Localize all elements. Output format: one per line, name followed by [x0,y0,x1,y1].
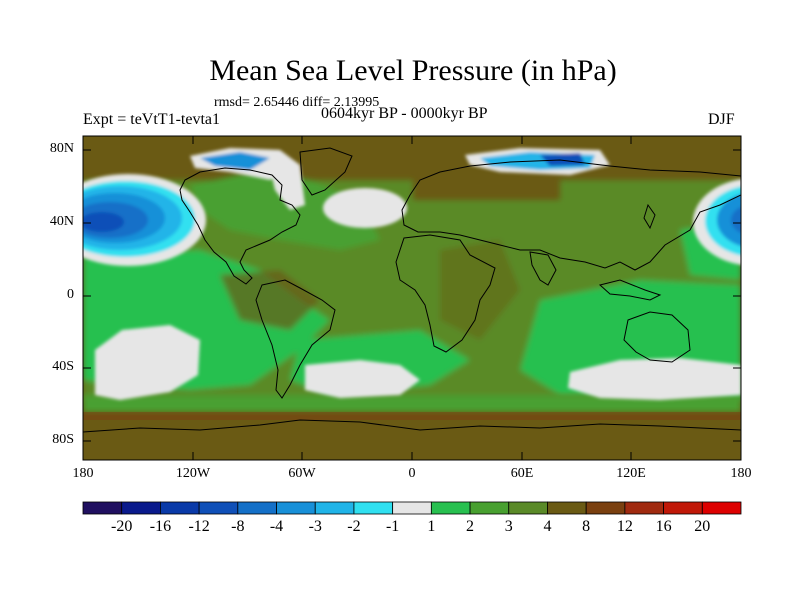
lat-label-80s: 80S [52,432,74,447]
colorbar-label: -16 [149,518,172,535]
lon-label-120e: 120E [616,466,646,481]
lon-label-60w: 60W [288,466,316,481]
colorbar-label: -8 [231,518,245,535]
season-label: DJF [708,111,735,128]
colorbar-swatch [121,501,161,515]
colorbar-swatch [547,501,587,515]
colorbar-label: -1 [385,518,400,535]
colorbar-swatch [430,501,471,515]
colorbar-swatch [701,501,742,515]
colorbar-swatch [198,501,239,515]
colorbar-label: -20 [111,518,133,535]
colorbar-label: 20 [694,518,711,535]
colorbar-label: -2 [347,518,361,535]
colorbar [82,501,742,515]
colorbar-swatch [585,501,626,515]
colorbar-swatch [82,501,123,515]
colorbar-swatch [469,501,510,515]
colorbar-swatch [392,501,432,515]
colorbar-swatch [276,501,316,515]
colorbar-swatch [160,501,200,515]
colorbar-label: 16 [655,518,672,535]
colorbar-swatch [314,501,355,515]
colorbar-swatch [237,501,277,515]
lon-label-180w: 180 [72,466,94,481]
lat-label-40n: 40N [49,214,74,229]
colorbar-label: 4 [543,518,552,535]
lat-label-0: 0 [67,287,74,302]
map-title: Mean Sea Level Pressure (in hPa) [209,54,617,87]
colorbar-label: 8 [582,518,591,535]
experiment-label: Expt = teVtT1-tevta1 [83,111,220,128]
colorbar-label: 12 [616,518,633,535]
colorbar-label: 1 [427,518,436,535]
colorbar-swatch [624,501,664,515]
colorbar-swatch [508,501,548,515]
lon-label-60e: 60E [510,466,534,481]
coastlines [83,147,741,433]
map-field [83,136,741,460]
lon-label-180e: 180 [730,466,752,481]
lat-ticks [83,149,741,442]
lon-ticks [192,136,632,460]
time-range-subtitle: 0604kyr BP - 0000kyr BP [321,105,488,122]
rmsd-stats: rmsd= 2.65446 diff= 2.13995 [214,95,380,110]
colorbar-label: -4 [269,518,284,535]
lat-label-80n: 80N [49,141,74,156]
colorbar-label: -3 [308,518,322,535]
colorbar-label: -12 [188,518,210,535]
colorbar-label: 3 [504,518,513,535]
colorbar-swatch [663,501,703,515]
colorbar-label: 2 [466,518,475,535]
lon-label-0: 0 [408,466,416,481]
colorbar-swatch [353,501,394,515]
lon-label-120w: 120W [175,466,211,481]
lat-label-40s: 40S [52,359,74,374]
